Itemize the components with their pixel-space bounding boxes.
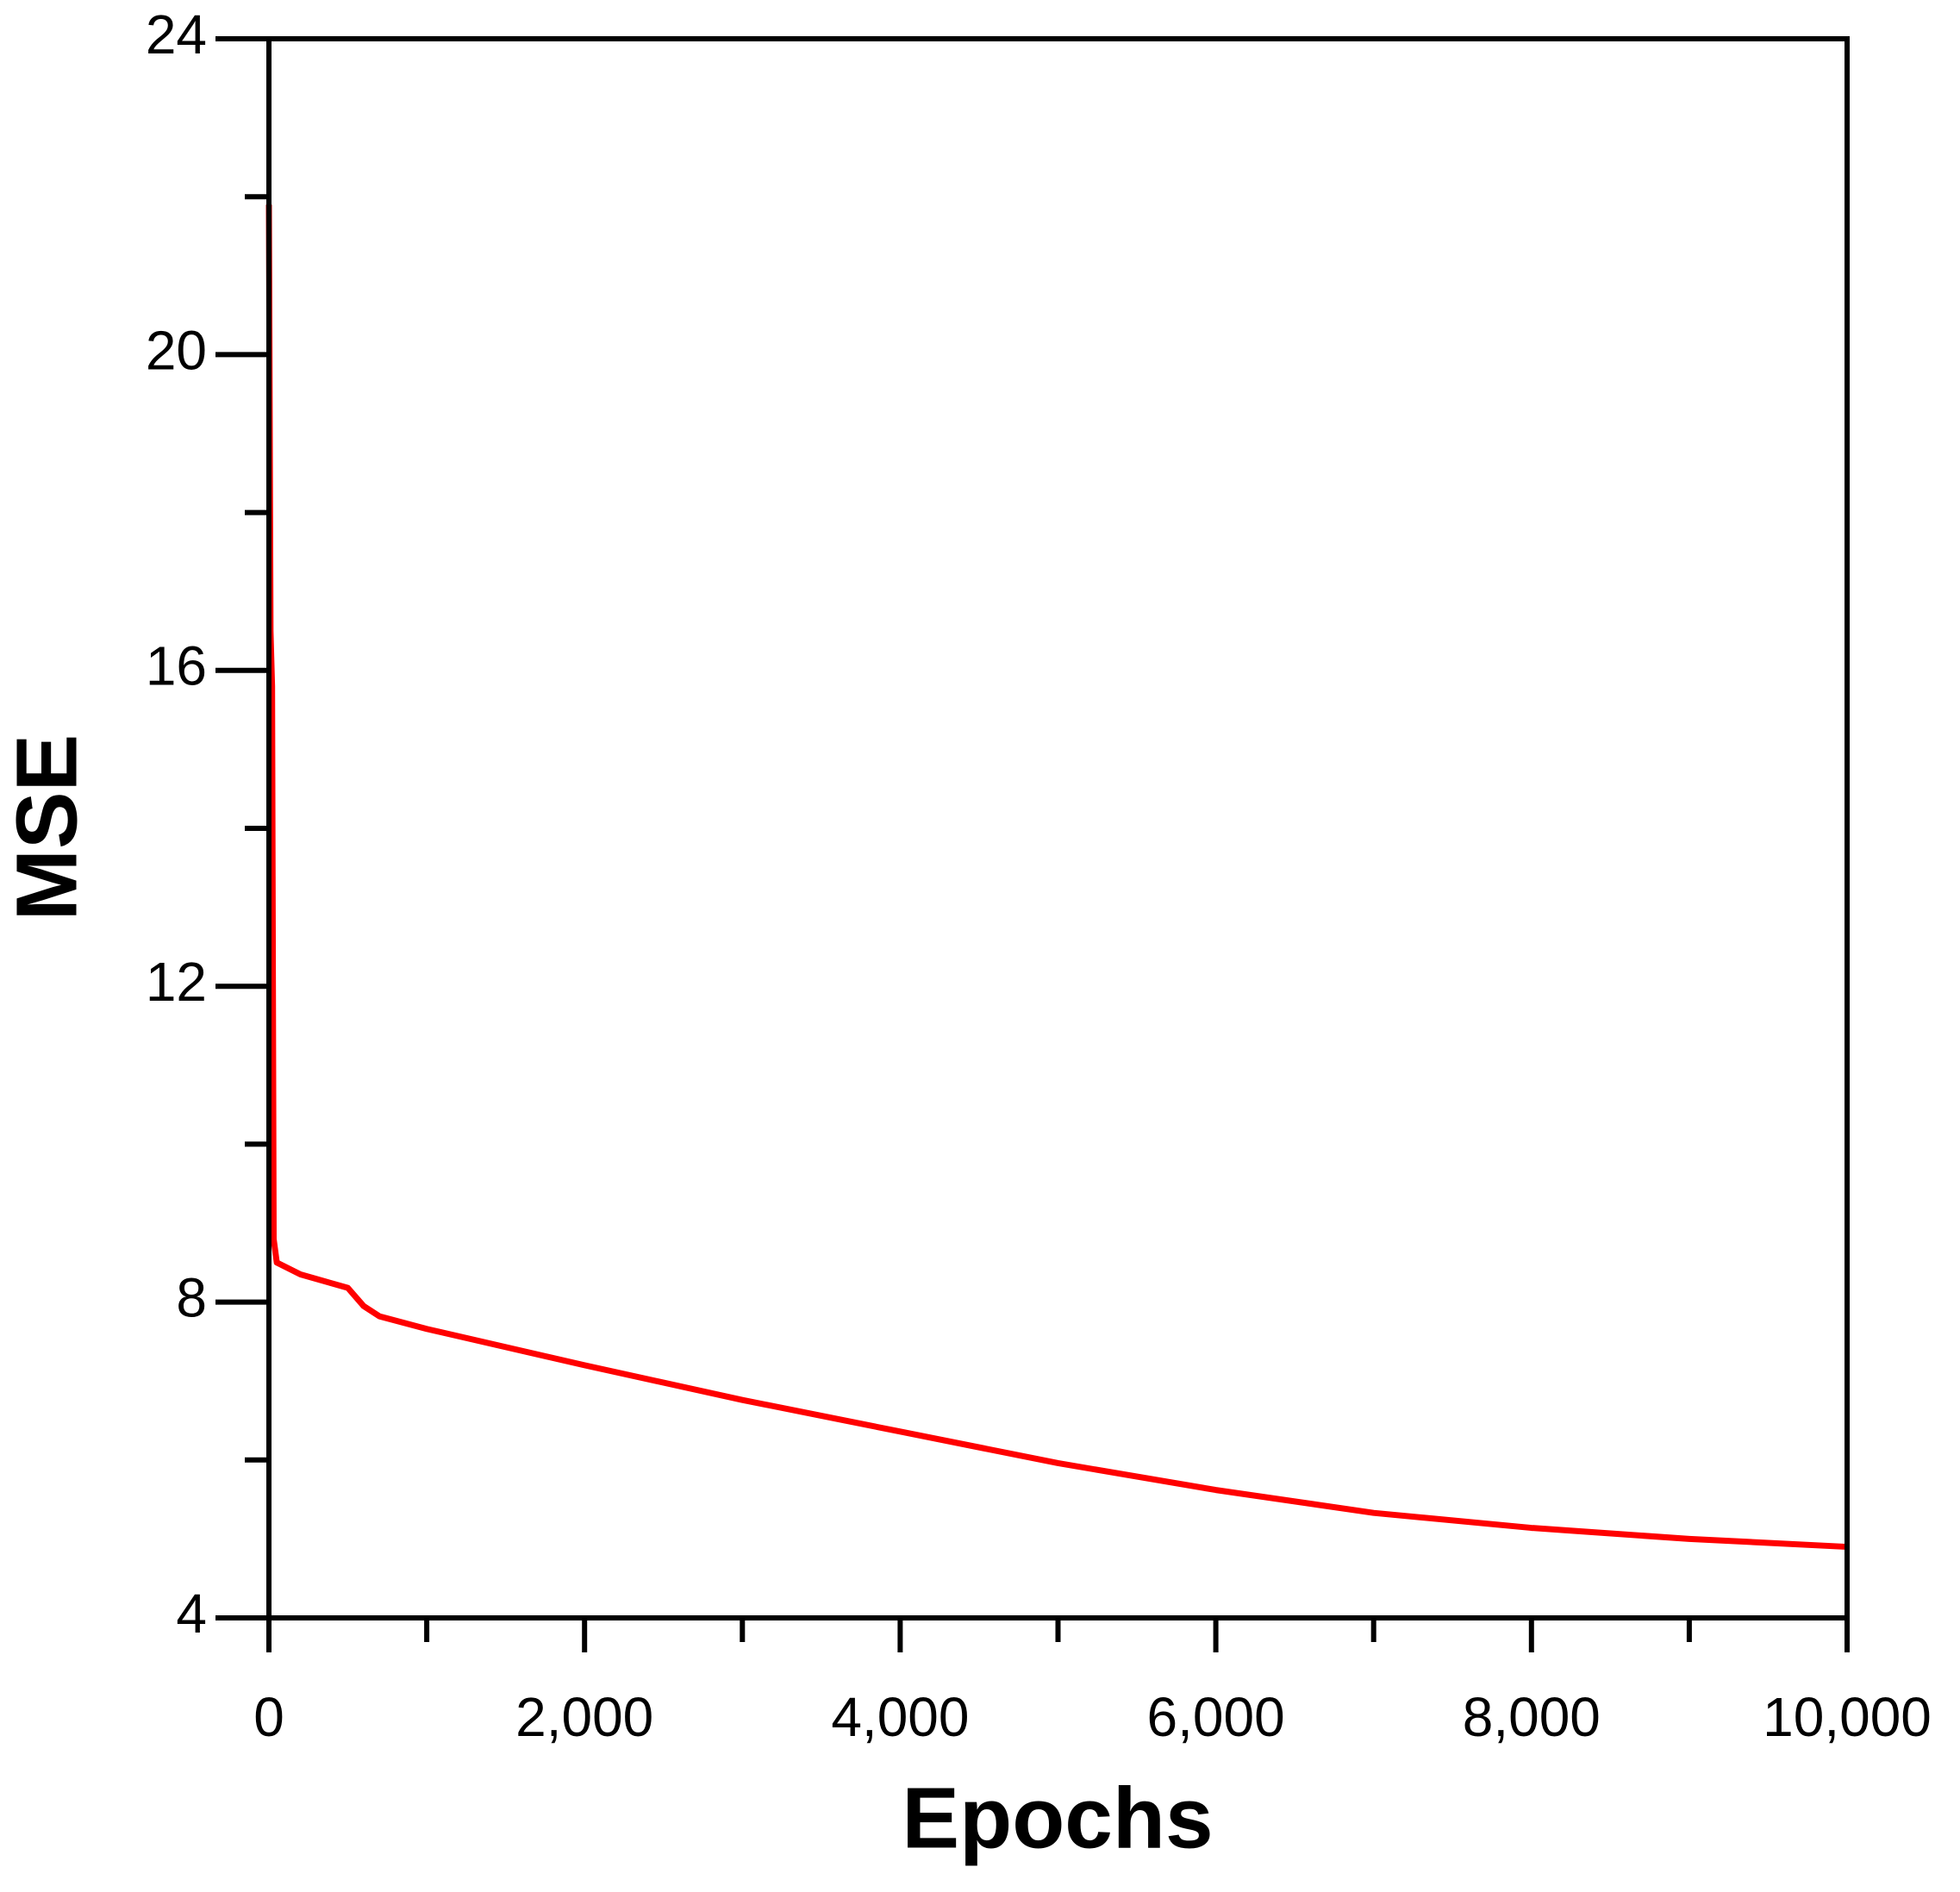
y-tick-label: 4 — [176, 1583, 207, 1645]
data-line — [265, 204, 1848, 1551]
y-tick-label: 24 — [146, 3, 207, 66]
x-tick-label: 8,000 — [1463, 1686, 1601, 1748]
y-tick-label: 8 — [176, 1267, 207, 1329]
plot-frame — [266, 36, 1850, 1620]
x-axis-title: Epochs — [902, 1770, 1213, 1866]
x-tick-label: 4,000 — [831, 1686, 969, 1748]
y-tick-label: 20 — [146, 319, 207, 381]
y-tick-label: 16 — [146, 635, 207, 697]
x-tick-label: 10,000 — [1763, 1686, 1932, 1748]
x-tick-label: 0 — [253, 1686, 284, 1748]
y-axis-title: MSE — [0, 734, 95, 921]
y-tick-label: 12 — [146, 951, 207, 1013]
x-tick-label: 2,000 — [515, 1686, 653, 1748]
x-tick-label: 6,000 — [1147, 1686, 1285, 1748]
